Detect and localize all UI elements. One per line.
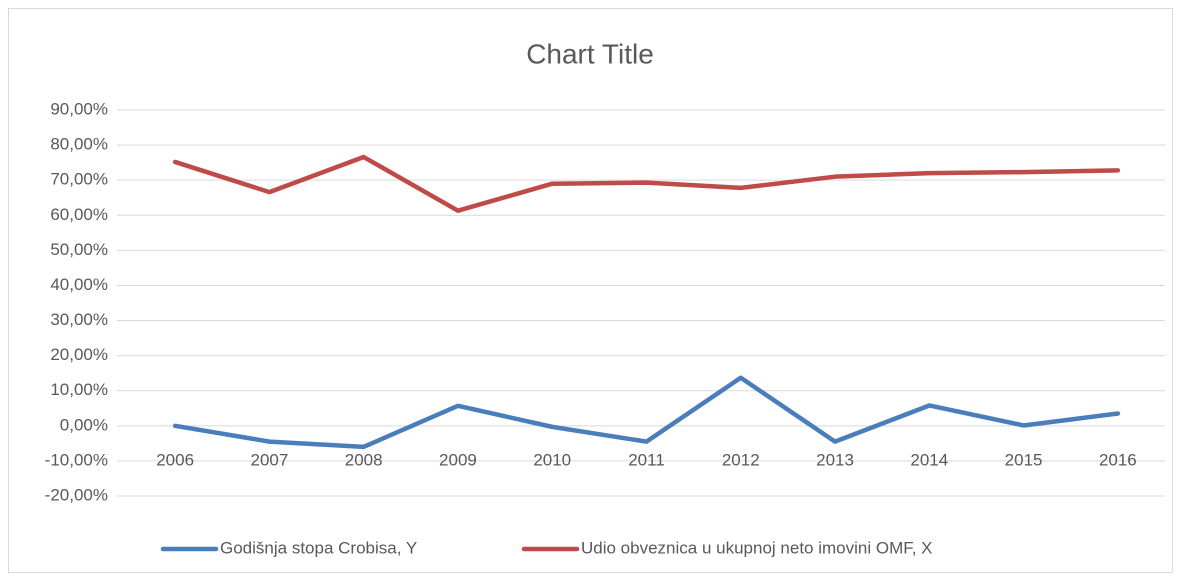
x-tick-label: 2016 [1099, 450, 1137, 469]
y-tick-label: 50,00% [50, 240, 108, 259]
legend-label: Udio obveznica u ukupnoj neto imovini OM… [581, 538, 933, 557]
y-tick-label: 90,00% [50, 99, 108, 118]
x-tick-label: 2015 [1005, 450, 1043, 469]
x-tick-label: 2011 [628, 450, 665, 469]
y-tick-label: 80,00% [50, 135, 108, 154]
x-tick-label: 2008 [345, 450, 383, 469]
chart-border [8, 8, 1173, 573]
y-tick-label: 30,00% [50, 310, 108, 329]
x-tick-label: 2014 [910, 450, 948, 469]
y-tick-label: 70,00% [50, 170, 108, 189]
series-line [172, 154, 1121, 213]
x-tick-label: 2007 [250, 450, 288, 469]
y-tick-label: 0,00% [60, 415, 108, 434]
x-tick-label: 2013 [816, 450, 854, 469]
y-tick-label: -20,00% [45, 485, 108, 504]
series-line [172, 375, 1121, 450]
legend-label: Godišnja stopa Crobisa, Y [220, 538, 417, 557]
x-tick-label: 2010 [533, 450, 571, 469]
x-tick-label: 2006 [156, 450, 194, 469]
y-tick-label: 20,00% [50, 345, 108, 364]
y-tick-label: -10,00% [45, 450, 108, 469]
x-tick-label: 2009 [439, 450, 477, 469]
y-tick-label: 60,00% [50, 205, 108, 224]
y-tick-label: 40,00% [50, 275, 108, 294]
chart-title: Chart Title [526, 38, 654, 69]
y-tick-label: 10,00% [50, 380, 108, 399]
x-tick-label: 2012 [722, 450, 760, 469]
